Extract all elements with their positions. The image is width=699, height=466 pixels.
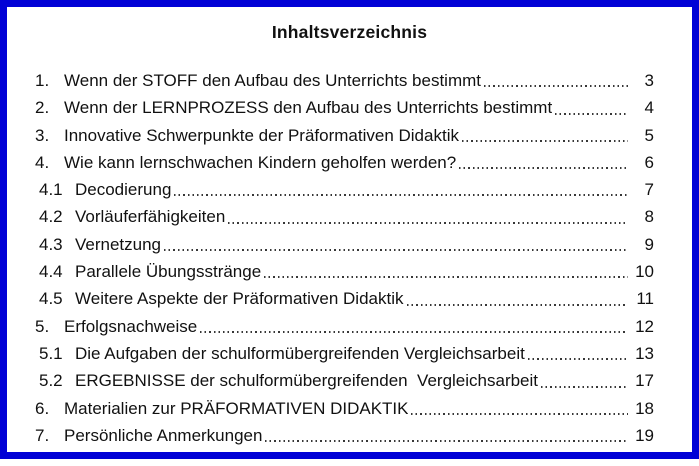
toc-entry-number: 6.: [35, 398, 50, 418]
toc-entry-number: 4.2: [39, 207, 63, 227]
toc-entry-label: Decodierung: [75, 180, 172, 200]
toc-entry: 5. Erfolgsnachweise 12: [7, 313, 692, 340]
toc-entry-number: 2.: [35, 98, 50, 118]
toc-entry-number: 5.2: [39, 371, 63, 391]
toc-entry-label: Vernetzung: [75, 234, 162, 254]
toc-entry-label: Erfolgsnachweise: [64, 316, 198, 336]
toc-entry: 5.1 Die Aufgaben der schulformübergreife…: [7, 340, 692, 367]
dot-leader-divider: [459, 167, 628, 170]
toc-entry-page: 6: [644, 152, 654, 172]
toc-entry: 4.4 Parallele Übungsstränge 10: [7, 258, 692, 285]
toc-entry-number: 4.5: [39, 289, 63, 309]
dot-leader-divider: [265, 440, 628, 443]
toc-entry-label: Materialien zur PRÄFORMATIVEN DIDAKTIK: [64, 398, 409, 418]
toc-entry: 3. Innovative Schwerpunkte der Präformat…: [7, 122, 692, 149]
toc-entry-page: 5: [644, 125, 654, 145]
toc-entry-page: 4: [644, 98, 654, 118]
toc-entry-page: 7: [644, 180, 654, 200]
toc-entry-label: Wenn der STOFF den Aufbau des Unterricht…: [64, 71, 481, 90]
dot-leader-divider: [541, 385, 628, 388]
toc-entry-page: 17: [635, 371, 654, 391]
toc-entry-number: 4.1: [39, 180, 63, 200]
toc-entry-page: 13: [635, 343, 654, 363]
dot-leader-divider: [228, 221, 628, 224]
toc-entry-page: 10: [635, 262, 654, 282]
dot-leader-divider: [174, 194, 628, 197]
toc-entry-page: 19: [635, 425, 654, 445]
toc-entry-label: Persönliche Anmerkungen: [64, 425, 263, 445]
toc-entry-page: 18: [635, 398, 654, 418]
toc-entry-number: 4.3: [39, 234, 63, 254]
toc-entry-label: Die Aufgaben der schulformübergreifenden…: [75, 343, 525, 363]
toc-entry: 5.2 ERGEBNISSE der schulformübergreifend…: [7, 367, 692, 394]
toc-list: 1. Wenn der STOFF den Aufbau des Unterri…: [7, 67, 692, 449]
toc-entry: 6. Materialien zur PRÄFORMATIVEN DIDAKTI…: [7, 395, 692, 422]
page-title: Inhaltsverzeichnis: [271, 22, 428, 42]
dot-leader-divider: [164, 249, 628, 252]
toc-entry-number: 4.4: [39, 262, 63, 282]
dot-leader-divider: [406, 303, 628, 306]
toc-entry-label: ERGEBNISSE der schulformübergreifenden V…: [75, 371, 539, 391]
toc-entry: 4.3 Vernetzung 9: [7, 231, 692, 258]
toc-entry: 1. Wenn der STOFF den Aufbau des Unterri…: [7, 67, 692, 94]
toc-entry: 4.5 Weitere Aspekte der Präformativen Di…: [7, 285, 692, 312]
toc-entry-number: 7.: [35, 425, 50, 445]
toc-entry: 4.2 Vorläuferfähigkeiten 8: [7, 203, 692, 230]
dot-leader-divider: [411, 412, 628, 415]
toc-entry-label: Innovative Schwerpunkte der Präformative…: [64, 125, 459, 145]
dot-leader-divider: [264, 276, 628, 279]
toc-entry: 4.1 Decodierung 7: [7, 176, 692, 203]
toc-entry-number: 3.: [35, 125, 50, 145]
toc-entry-label: Wenn der LERNPROZESS den Aufbau des Unte…: [64, 98, 553, 118]
toc-page: Inhaltsverzeichnis 1. Wenn der STOFF den…: [7, 21, 692, 466]
dot-leader-divider: [484, 85, 628, 88]
toc-entry-label: Parallele Übungsstränge: [75, 262, 262, 282]
toc-entry-number: 1.: [35, 71, 50, 90]
toc-entry-page: 8: [644, 207, 654, 227]
toc-entry-page: 12: [635, 316, 654, 336]
dot-leader-divider: [200, 330, 628, 333]
toc-entry-page: 11: [636, 289, 654, 309]
toc-entry: 2. Wenn der LERNPROZESS den Aufbau des U…: [7, 94, 692, 121]
toc-entry: 7. Persönliche Anmerkungen 19: [7, 422, 692, 449]
dot-leader-divider: [555, 112, 628, 115]
toc-entry-label: Wie kann lernschwachen Kindern geholfen …: [64, 152, 457, 172]
toc-entry-label: Weitere Aspekte der Präformativen Didakt…: [75, 289, 404, 309]
toc-entry-page: 3: [644, 71, 654, 90]
dot-leader-divider: [527, 358, 628, 361]
toc-entry-label: Vorläuferfähigkeiten: [75, 207, 226, 227]
toc-entry-page: 9: [644, 234, 654, 254]
dot-leader-divider: [461, 139, 628, 142]
toc-entry-number: 4.: [35, 152, 50, 172]
toc-entry-number: 5.: [35, 316, 50, 336]
toc-entry-number: 5.1: [39, 343, 63, 363]
toc-entry: 4. Wie kann lernschwachen Kindern geholf…: [7, 149, 692, 176]
